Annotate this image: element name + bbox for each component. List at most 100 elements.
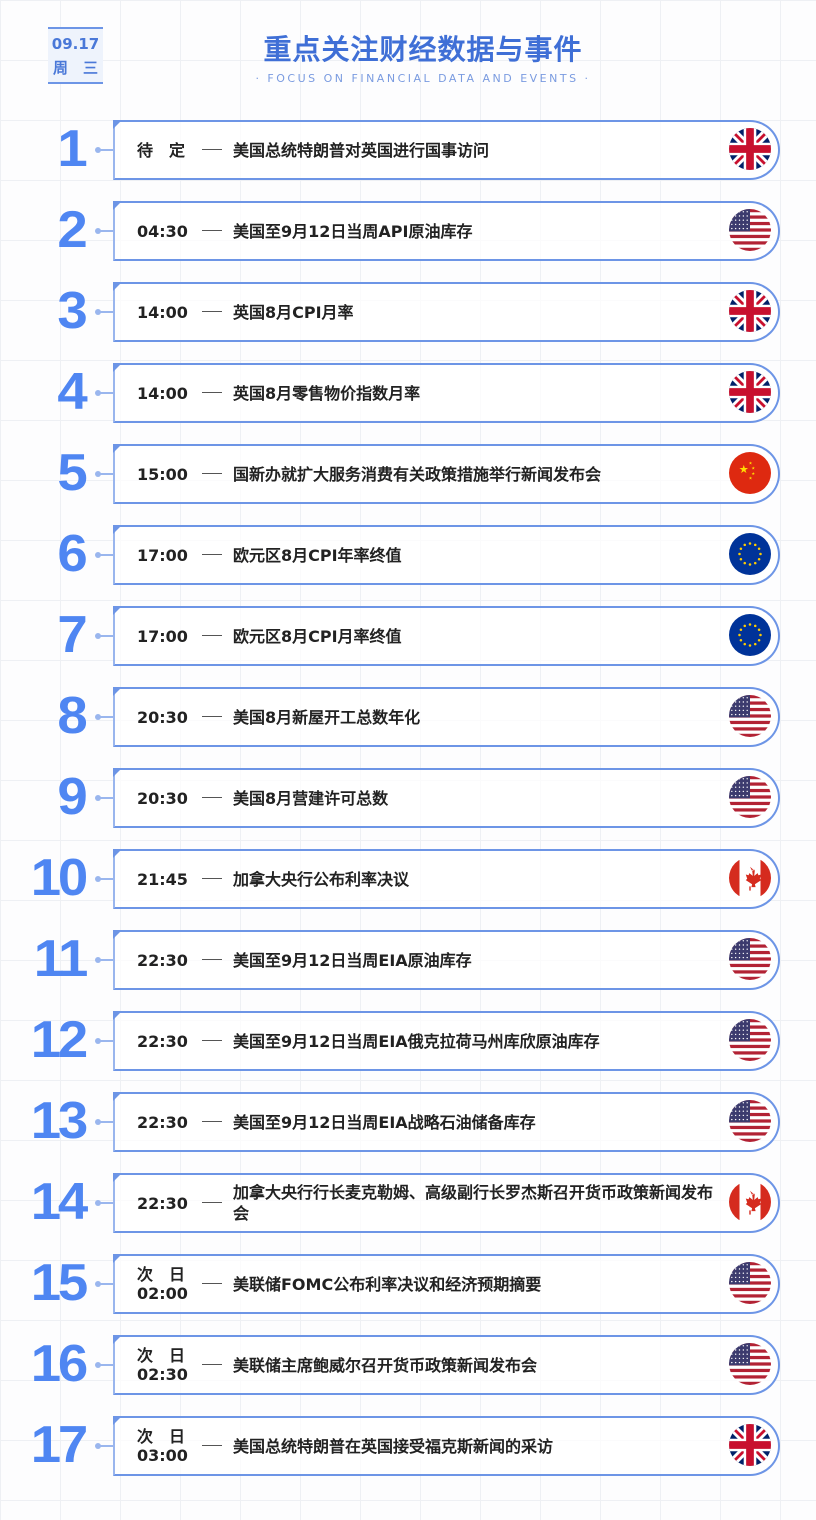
eu-flag-icon bbox=[729, 614, 771, 656]
event-time: 20:30 bbox=[137, 707, 188, 727]
event-time: 22:30 bbox=[137, 950, 188, 970]
dash-divider bbox=[202, 149, 222, 150]
dash-divider bbox=[202, 635, 222, 636]
connector-line bbox=[99, 635, 114, 637]
dash-divider bbox=[202, 878, 222, 879]
us-flag-icon bbox=[729, 695, 771, 737]
event-number: 9 bbox=[57, 768, 87, 826]
event-card: 14:00 英国8月零售物价指数月率 bbox=[113, 363, 780, 423]
us-flag-icon bbox=[729, 1262, 771, 1304]
connector-dot bbox=[95, 714, 101, 720]
connector-dot bbox=[95, 1038, 101, 1044]
canada-flag-icon bbox=[729, 857, 771, 899]
event-row: 7 17:00 欧元区8月CPI月率终值 bbox=[0, 606, 816, 668]
connector-line bbox=[99, 1445, 114, 1447]
event-number: 5 bbox=[57, 444, 87, 502]
svg-text:★: ★ bbox=[749, 461, 753, 466]
connector-dot bbox=[95, 957, 101, 963]
weekday: 周 三 bbox=[52, 59, 98, 77]
event-row: 11 22:30 美国至9月12日当周EIA原油库存 bbox=[0, 930, 816, 992]
event-title: 加拿大央行公布利率决议 bbox=[233, 869, 410, 889]
us-flag-icon bbox=[729, 1343, 771, 1385]
event-title: 美联储主席鲍威尔召开货币政策新闻发布会 bbox=[233, 1355, 538, 1375]
event-row: 1 待 定 美国总统特朗普对英国进行国事访问 bbox=[0, 120, 816, 182]
connector-line bbox=[99, 149, 114, 151]
dash-divider bbox=[202, 1040, 222, 1041]
dash-divider bbox=[202, 1445, 222, 1446]
event-time: 14:00 bbox=[137, 302, 188, 322]
event-number: 12 bbox=[30, 1011, 89, 1069]
connector-dot bbox=[95, 1443, 101, 1449]
event-number: 7 bbox=[57, 606, 87, 664]
event-time: 次 日 02:00 bbox=[137, 1265, 188, 1303]
event-card: 20:30 美国8月新屋开工总数年化 bbox=[113, 687, 780, 747]
connector-dot bbox=[95, 633, 101, 639]
event-time: 22:30 bbox=[137, 1193, 188, 1213]
event-title: 美国至9月12日当周API原油库存 bbox=[233, 221, 473, 241]
event-time: 21:45 bbox=[137, 869, 188, 889]
us-flag-icon bbox=[729, 776, 771, 818]
connector-line bbox=[99, 1202, 114, 1204]
date-badge: 09.17 周 三 bbox=[48, 27, 103, 84]
event-row: 12 22:30 美国至9月12日当周EIA俄克拉荷马州库欣原油库存 bbox=[0, 1011, 816, 1073]
event-card: 14:00 英国8月CPI月率 bbox=[113, 282, 780, 342]
event-card: 17:00 欧元区8月CPI月率终值 bbox=[113, 606, 780, 666]
uk-flag-icon bbox=[729, 1424, 771, 1466]
event-row: 6 17:00 欧元区8月CPI年率终值 bbox=[0, 525, 816, 587]
event-time: 17:00 bbox=[137, 545, 188, 565]
connector-line bbox=[99, 1121, 114, 1123]
event-number: 14 bbox=[30, 1173, 89, 1231]
event-title: 美国8月新屋开工总数年化 bbox=[233, 707, 421, 727]
event-row: 15 次 日 02:00 美联储FOMC公布利率决议和经济预期摘要 bbox=[0, 1254, 816, 1316]
event-row: 3 14:00 英国8月CPI月率 bbox=[0, 282, 816, 344]
event-row: 10 21:45 加拿大央行公布利率决议 bbox=[0, 849, 816, 911]
event-number: 2 bbox=[57, 201, 87, 259]
event-card: 次 日 02:00 美联储FOMC公布利率决议和经济预期摘要 bbox=[113, 1254, 780, 1314]
event-row: 8 20:30 美国8月新屋开工总数年化 bbox=[0, 687, 816, 749]
event-number: 1 bbox=[57, 120, 87, 178]
event-time: 待 定 bbox=[137, 140, 186, 160]
dash-divider bbox=[202, 473, 222, 474]
connector-line bbox=[99, 311, 114, 313]
svg-text:★: ★ bbox=[739, 463, 749, 476]
event-time: 22:30 bbox=[137, 1031, 188, 1051]
uk-flag-icon bbox=[729, 290, 771, 332]
event-number: 13 bbox=[30, 1092, 89, 1150]
page-title: 重点关注财经数据与事件 bbox=[263, 33, 583, 66]
eu-flag-icon bbox=[729, 533, 771, 575]
event-card: 待 定 美国总统特朗普对英国进行国事访问 bbox=[113, 120, 780, 180]
event-title: 欧元区8月CPI年率终值 bbox=[233, 545, 402, 565]
page-subtitle: · FOCUS ON FINANCIAL DATA AND EVENTS · bbox=[255, 72, 591, 85]
event-title: 英国8月CPI月率 bbox=[233, 302, 354, 322]
event-time: 15:00 bbox=[137, 464, 188, 484]
dash-divider bbox=[202, 554, 222, 555]
event-card: 次 日 03:00 美国总统特朗普在英国接受福克斯新闻的采访 bbox=[113, 1416, 780, 1476]
event-row: 13 22:30 美国至9月12日当周EIA战略石油储备库存 bbox=[0, 1092, 816, 1154]
event-title: 美国8月营建许可总数 bbox=[233, 788, 389, 808]
connector-line bbox=[99, 473, 114, 475]
connector-line bbox=[99, 230, 114, 232]
event-number: 10 bbox=[30, 849, 89, 907]
dash-divider bbox=[202, 311, 222, 312]
connector-line bbox=[99, 554, 114, 556]
event-title: 加拿大央行行长麦克勒姆、高级副行长罗杰斯召开货币政策新闻发布会 bbox=[233, 1183, 714, 1223]
event-row: 14 22:30 加拿大央行行长麦克勒姆、高级副行长罗杰斯召开货币政策新闻发布会 bbox=[0, 1173, 816, 1235]
event-number: 16 bbox=[30, 1335, 89, 1393]
event-card: 22:30 加拿大央行行长麦克勒姆、高级副行长罗杰斯召开货币政策新闻发布会 bbox=[113, 1173, 780, 1233]
event-number: 15 bbox=[30, 1254, 89, 1312]
event-title: 美国至9月12日当周EIA俄克拉荷马州库欣原油库存 bbox=[233, 1031, 600, 1051]
event-row: 16 次 日 02:30 美联储主席鲍威尔召开货币政策新闻发布会 bbox=[0, 1335, 816, 1397]
event-card: 15:00 国新办就扩大服务消费有关政策措施举行新闻发布会 ★ ★ ★ ★ ★ bbox=[113, 444, 780, 504]
dash-divider bbox=[202, 392, 222, 393]
event-card: 22:30 美国至9月12日当周EIA战略石油储备库存 bbox=[113, 1092, 780, 1152]
connector-line bbox=[99, 878, 114, 880]
connector-line bbox=[99, 797, 114, 799]
connector-dot bbox=[95, 390, 101, 396]
event-row: 4 14:00 英国8月零售物价指数月率 bbox=[0, 363, 816, 425]
dash-divider bbox=[202, 959, 222, 960]
connector-dot bbox=[95, 471, 101, 477]
event-number: 3 bbox=[57, 282, 87, 340]
dash-divider bbox=[202, 1202, 222, 1203]
event-title: 欧元区8月CPI月率终值 bbox=[233, 626, 402, 646]
dash-divider bbox=[202, 230, 222, 231]
